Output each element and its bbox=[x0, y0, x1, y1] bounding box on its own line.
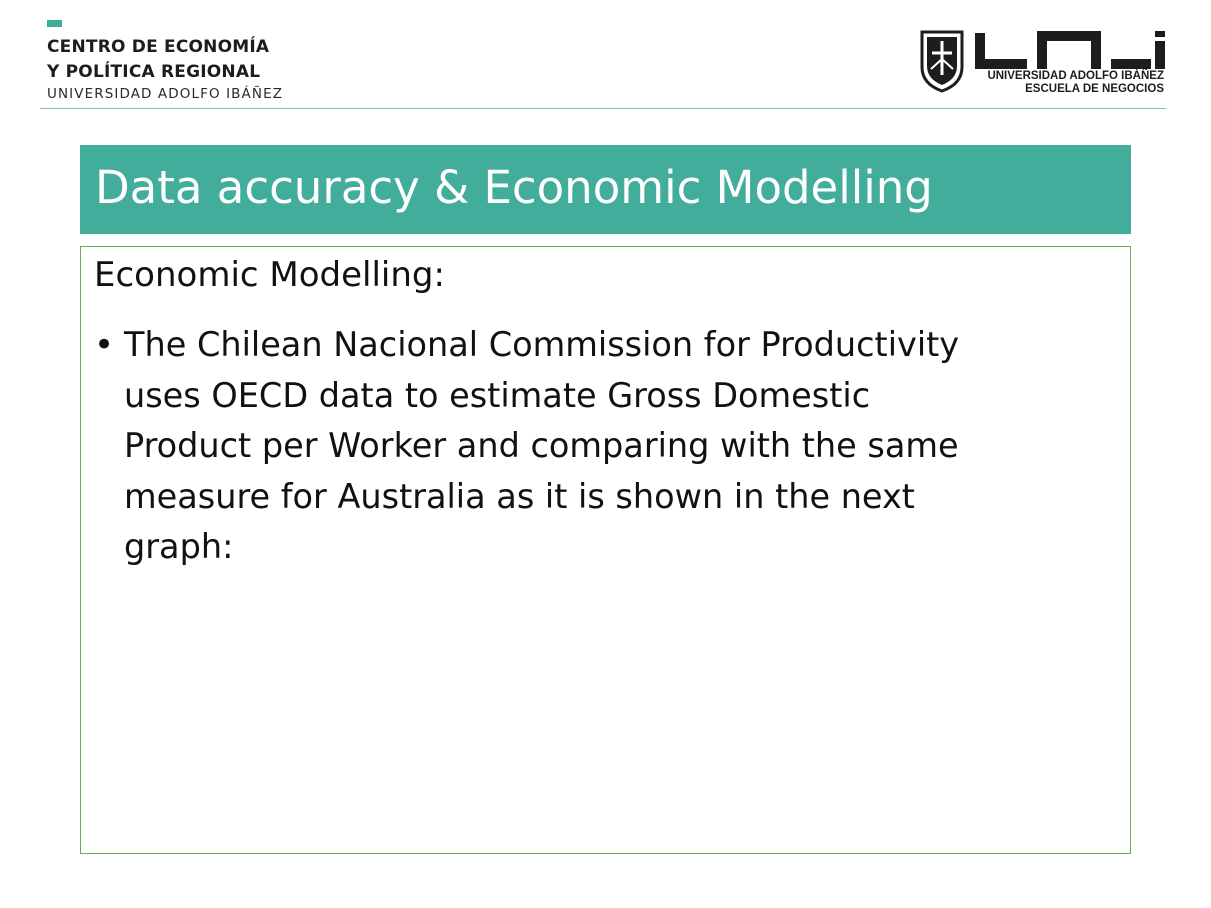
bullet-line-4: measure for Australia as it is shown in … bbox=[124, 476, 915, 516]
uai-logo-icon bbox=[975, 31, 1165, 69]
bullet-marker: • bbox=[94, 325, 115, 365]
uai-logo-text: UNIVERSIDAD ADOLFO IBÁÑEZ ESCUELA DE NEG… bbox=[987, 70, 1164, 96]
content-box: Economic Modelling: • The Chilean Nacion… bbox=[80, 246, 1131, 854]
bullet-line-1: The Chilean Nacional Commission for Prod… bbox=[124, 325, 960, 364]
slide-title: Data accuracy & Economic Modelling bbox=[95, 161, 933, 214]
bullet-line-3: Product per Worker and comparing with th… bbox=[124, 426, 959, 465]
accent-mark bbox=[47, 20, 62, 27]
center-name-line-2: Y POLÍTICA REGIONAL bbox=[47, 62, 261, 82]
header-divider bbox=[40, 108, 1166, 109]
center-name-block: CENTRO DE ECONOMÍA Y POLÍTICA REGIONAL bbox=[47, 35, 269, 85]
university-crest-icon bbox=[920, 30, 964, 93]
content-subheading: Economic Modelling: bbox=[94, 255, 445, 295]
slide-title-bar: Data accuracy & Economic Modelling bbox=[80, 145, 1131, 234]
center-name-line-1: CENTRO DE ECONOMÍA bbox=[47, 37, 270, 57]
uai-logo-line-1: UNIVERSIDAD ADOLFO IBÁÑEZ bbox=[987, 70, 1164, 82]
bullet-line-2: uses OECD data to estimate Gross Domesti… bbox=[124, 375, 871, 415]
bullet-line-5: graph: bbox=[124, 527, 234, 566]
bullet-paragraph: The Chilean Nacional Commission for Prod… bbox=[124, 320, 1124, 573]
uai-logo-line-2: ESCUELA DE NEGOCIOS bbox=[1025, 83, 1164, 95]
center-university-name: UNIVERSIDAD ADOLFO IBÁÑEZ bbox=[47, 86, 284, 102]
